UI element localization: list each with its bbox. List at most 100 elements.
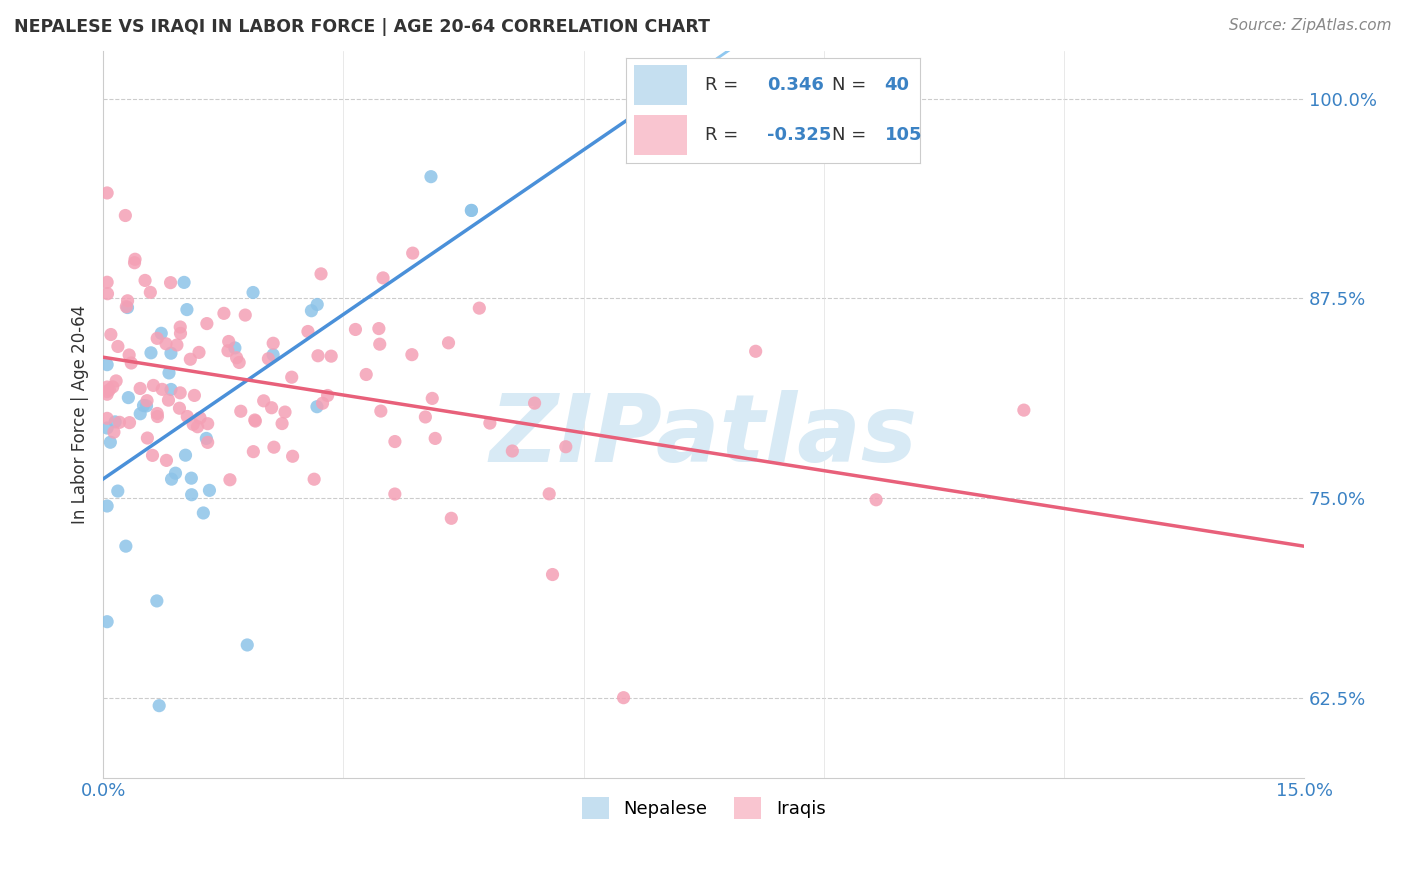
Point xyxy=(146,409,169,424)
Point xyxy=(260,401,283,415)
Point xyxy=(440,511,463,525)
Point xyxy=(263,440,285,454)
Point xyxy=(478,416,501,430)
Point xyxy=(159,276,181,290)
Point xyxy=(280,370,302,384)
Point xyxy=(384,487,406,501)
Point xyxy=(228,355,250,369)
Point xyxy=(169,326,191,341)
Point xyxy=(281,450,304,464)
Point xyxy=(367,321,389,335)
Point xyxy=(523,396,546,410)
Point xyxy=(115,539,138,553)
Point xyxy=(468,301,491,315)
Point xyxy=(173,276,195,290)
Point xyxy=(146,331,169,345)
Point xyxy=(108,415,131,429)
Point xyxy=(311,396,333,410)
Point xyxy=(437,335,460,350)
Point xyxy=(157,366,180,380)
Point xyxy=(142,378,165,392)
Point xyxy=(181,417,204,432)
Point xyxy=(98,383,121,397)
Point xyxy=(307,297,329,311)
Point xyxy=(245,414,267,428)
Point xyxy=(96,421,118,435)
Point xyxy=(134,273,156,287)
Point xyxy=(384,434,406,449)
Point xyxy=(174,448,197,462)
Point xyxy=(297,325,319,339)
Point xyxy=(501,444,523,458)
Point xyxy=(370,404,392,418)
Point xyxy=(541,567,564,582)
Point xyxy=(193,506,215,520)
Point xyxy=(188,411,211,425)
Point xyxy=(242,285,264,300)
Point xyxy=(169,320,191,334)
Point xyxy=(169,401,191,416)
Point xyxy=(180,488,202,502)
Point xyxy=(105,374,128,388)
Point xyxy=(96,380,118,394)
Point xyxy=(183,388,205,402)
Point xyxy=(368,337,391,351)
Point xyxy=(236,638,259,652)
Point xyxy=(160,346,183,360)
Point xyxy=(135,399,157,413)
Point xyxy=(118,348,141,362)
Legend: Nepalese, Iraqis: Nepalese, Iraqis xyxy=(575,790,832,827)
Point xyxy=(129,381,152,395)
Point xyxy=(460,203,482,218)
Point xyxy=(188,345,211,359)
Point xyxy=(274,405,297,419)
Point xyxy=(307,349,329,363)
Point xyxy=(150,326,173,341)
Point xyxy=(425,431,447,445)
Point xyxy=(229,404,252,418)
Point xyxy=(100,327,122,342)
Point xyxy=(117,391,139,405)
Point xyxy=(96,186,118,200)
Point xyxy=(316,388,339,402)
Point xyxy=(243,413,266,427)
Point xyxy=(186,419,208,434)
Point xyxy=(96,275,118,289)
Point xyxy=(96,387,118,401)
Point xyxy=(865,492,887,507)
Point xyxy=(262,336,284,351)
Point xyxy=(103,425,125,439)
Point xyxy=(155,336,177,351)
Point xyxy=(104,415,127,429)
Point xyxy=(117,293,139,308)
Point xyxy=(136,393,159,408)
Point xyxy=(225,351,247,365)
Point xyxy=(401,348,423,362)
Point xyxy=(212,306,235,320)
Point xyxy=(117,301,139,315)
Point xyxy=(179,352,201,367)
Point xyxy=(415,409,437,424)
Point xyxy=(160,383,183,397)
Point xyxy=(302,472,325,486)
Point xyxy=(96,615,118,629)
Point xyxy=(150,382,173,396)
Point xyxy=(141,449,163,463)
Point xyxy=(262,348,284,362)
Point xyxy=(120,356,142,370)
Point xyxy=(176,409,198,424)
Point xyxy=(198,483,221,498)
Point xyxy=(538,487,561,501)
Y-axis label: In Labor Force | Age 20-64: In Labor Force | Age 20-64 xyxy=(72,304,89,524)
Point xyxy=(1012,403,1035,417)
Point xyxy=(354,368,377,382)
Point xyxy=(96,411,118,425)
Point xyxy=(146,594,169,608)
Point xyxy=(271,417,294,431)
Point xyxy=(118,416,141,430)
Point xyxy=(253,393,276,408)
Text: NEPALESE VS IRAQI IN LABOR FORCE | AGE 20-64 CORRELATION CHART: NEPALESE VS IRAQI IN LABOR FORCE | AGE 2… xyxy=(14,18,710,36)
Point xyxy=(197,435,219,450)
Point xyxy=(169,385,191,400)
Point xyxy=(233,308,256,322)
